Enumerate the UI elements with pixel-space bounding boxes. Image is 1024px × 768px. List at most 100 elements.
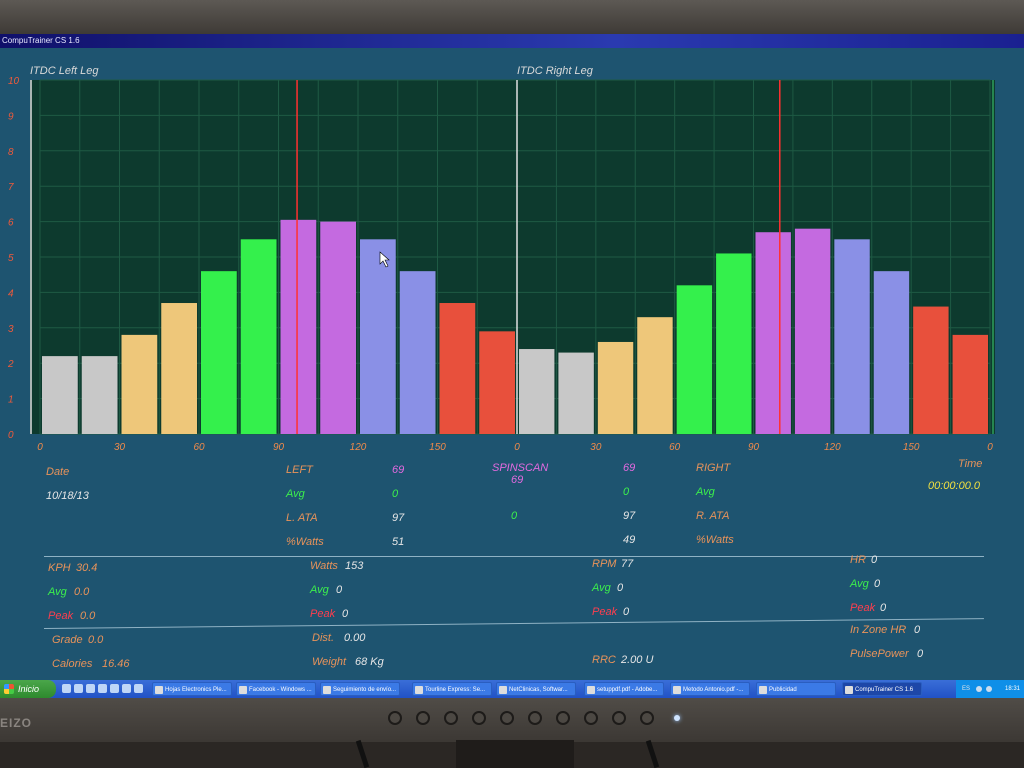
avg-right-label: Avg xyxy=(696,486,715,498)
windows-logo-icon xyxy=(4,684,14,694)
left-value: 69 xyxy=(392,464,405,476)
folder-icon xyxy=(759,686,767,694)
network-icon[interactable] xyxy=(976,686,982,692)
y-tick-label: 6 xyxy=(8,218,14,229)
pdf-icon xyxy=(673,686,681,694)
bar xyxy=(320,221,356,434)
avg-right-value: 0 xyxy=(623,486,630,498)
calories-label: Calories xyxy=(52,658,93,670)
y-tick-label: 5 xyxy=(8,253,14,264)
monitor-button-menu[interactable] xyxy=(472,711,486,725)
bar xyxy=(360,239,396,434)
y-tick-label: 0 xyxy=(8,430,14,441)
watts-value: 153 xyxy=(345,560,364,572)
monitor-button-2[interactable] xyxy=(416,711,430,725)
x-tick-label: 120 xyxy=(350,442,367,453)
power-led-icon xyxy=(674,715,680,721)
x-tick-label: 0 xyxy=(987,442,993,453)
bar xyxy=(716,253,752,434)
grade-value: 0.0 xyxy=(88,634,104,646)
browser-icon xyxy=(415,686,423,694)
quicklaunch-browser-icon[interactable] xyxy=(74,684,83,693)
x-tick-label: 150 xyxy=(903,442,920,453)
watts-label: Watts xyxy=(310,560,338,572)
bar xyxy=(280,219,317,434)
kph-avg-value: 0.0 xyxy=(74,586,90,598)
bar xyxy=(873,271,910,434)
volume-icon[interactable] xyxy=(986,686,992,692)
taskbar-item-netclinicas[interactable]: NetClinicas, Softwar... xyxy=(496,682,576,696)
x-tick-label: 0 xyxy=(37,442,43,453)
bar xyxy=(81,356,118,434)
app-icon xyxy=(845,686,853,694)
monitor-bezel-top xyxy=(0,0,1024,34)
monitor-button-left[interactable] xyxy=(528,711,542,725)
rpm-value: 77 xyxy=(621,558,634,570)
right-value: 69 xyxy=(623,462,636,474)
bar xyxy=(637,317,673,434)
taskbar-item-publicidad[interactable]: Publicidad xyxy=(756,682,836,696)
taskbar-item-setuppdf[interactable]: setuppdf.pdf - Adobe... xyxy=(584,682,664,696)
bar xyxy=(42,356,78,434)
quicklaunch-mail-icon[interactable] xyxy=(86,684,95,693)
rpm-avg-value: 0 xyxy=(617,582,624,594)
stats-panel: Date 10/18/13 LEFT 69 SPINSCAN 69 69 RIG… xyxy=(0,458,1024,698)
grade-label: Grade xyxy=(52,634,83,646)
kph-value: 30.4 xyxy=(76,562,98,574)
bar xyxy=(834,239,870,434)
window-title-bar[interactable]: CompuTrainer CS 1.6 xyxy=(0,34,1024,48)
clock[interactable]: 18:31 xyxy=(1004,686,1020,692)
bar xyxy=(676,285,713,434)
avg-left-value: 0 xyxy=(392,488,399,500)
monitor-stand xyxy=(456,740,574,768)
rpm-avg-label: Avg xyxy=(592,582,611,594)
watts-pct-right-value: 49 xyxy=(623,534,636,546)
watts-pct-right-label: %Watts xyxy=(696,534,734,546)
taskbar-item-seguimiento[interactable]: Seguimiento de envío... xyxy=(320,682,400,696)
monitor-button-1[interactable] xyxy=(388,711,402,725)
x-tick-label: 150 xyxy=(429,442,446,453)
monitor-button-5[interactable] xyxy=(500,711,514,725)
taskbar-item-metodo-antonio[interactable]: Metodo Antonio.pdf -... xyxy=(670,682,750,696)
start-button[interactable]: Inicio xyxy=(0,680,56,698)
language-indicator[interactable]: ES xyxy=(962,686,971,692)
rrc-label: RRC xyxy=(592,654,616,666)
taskbar-item-facebook[interactable]: Facebook - Windows ... xyxy=(236,682,316,696)
kph-avg-label: Avg xyxy=(48,586,67,598)
y-tick-label: 3 xyxy=(8,324,14,335)
monitor-button-right[interactable] xyxy=(612,711,626,725)
bar xyxy=(479,331,515,434)
bar xyxy=(558,352,594,434)
mid-ata-value: 0 xyxy=(511,510,518,522)
quicklaunch-media-icon[interactable] xyxy=(98,684,107,693)
pulsepower-value: 0 xyxy=(917,648,924,660)
monitor-button-3[interactable] xyxy=(444,711,458,725)
bar xyxy=(240,239,277,434)
taskbar-item-tourline[interactable]: Tourline Express: Se... xyxy=(412,682,492,696)
lata-value: 97 xyxy=(392,512,405,524)
bar xyxy=(399,271,436,434)
lata-label: L. ATA xyxy=(286,512,318,524)
quicklaunch-folder-icon[interactable] xyxy=(110,684,119,693)
y-tick-label: 7 xyxy=(8,182,14,193)
taskbar-item-hojas[interactable]: Hojas Electronics Ple... xyxy=(152,682,232,696)
watts-pct-left-value: 51 xyxy=(392,536,405,548)
taskbar-item-computrainer[interactable]: CompuTrainer CS 1.6 xyxy=(842,682,922,696)
pulsepower-label: PulsePower xyxy=(850,648,909,660)
avg-left-label: Avg xyxy=(286,488,305,500)
divider-bottom xyxy=(43,618,984,629)
monitor-button-up[interactable] xyxy=(584,711,598,725)
left-label: LEFT xyxy=(286,464,313,476)
hr-peak-label: Peak xyxy=(850,602,876,614)
hr-peak-value: 0 xyxy=(880,602,887,614)
y-tick-label: 9 xyxy=(8,111,14,122)
dist-label: Dist. xyxy=(312,632,334,644)
quicklaunch-desktop-icon[interactable] xyxy=(62,684,71,693)
time-label: Time xyxy=(958,458,983,470)
divider-top xyxy=(44,556,984,557)
chart-title: ITDC Right Leg xyxy=(517,65,594,77)
monitor-button-down[interactable] xyxy=(556,711,570,725)
quicklaunch-app-icon[interactable] xyxy=(122,684,131,693)
quicklaunch-extra-icon[interactable] xyxy=(134,684,143,693)
monitor-power-button[interactable] xyxy=(640,711,654,725)
